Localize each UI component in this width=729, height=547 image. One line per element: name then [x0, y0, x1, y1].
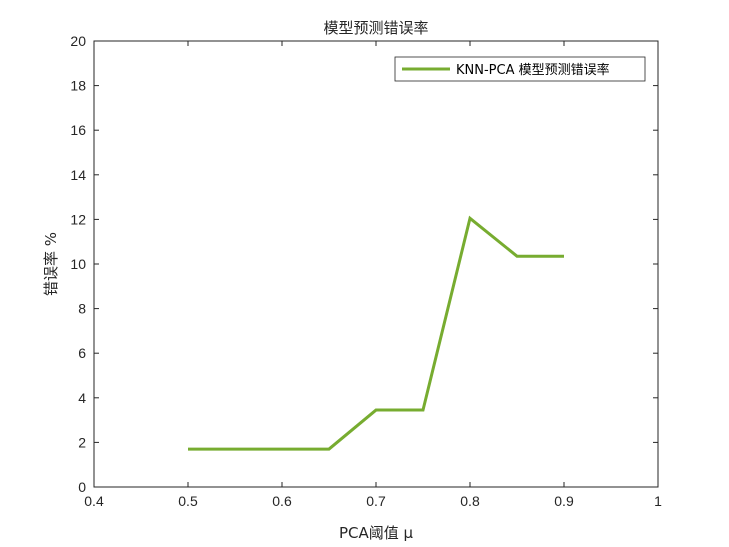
chart-title: 模型预测错误率	[323, 19, 428, 37]
y-tick-label: 18	[70, 78, 86, 94]
x-tick-label: 0.5	[178, 493, 198, 509]
plot-area	[93, 40, 659, 488]
x-axis-label: PCA阈值 μ	[339, 524, 414, 542]
x-tick-label: 1	[654, 493, 662, 509]
x-tick-label: 0.9	[554, 493, 574, 509]
legend-label: KNN-PCA 模型预测错误率	[456, 62, 610, 78]
y-tick-label: 2	[78, 434, 86, 450]
y-tick-label: 4	[78, 390, 86, 406]
y-tick-label: 10	[70, 256, 86, 272]
x-tick-label: 0.7	[366, 493, 386, 509]
y-axis: 0 2 4 6 8 10 12 14 16 18 20	[70, 33, 658, 495]
y-tick-label: 0	[78, 479, 86, 495]
x-tick-label: 0.6	[272, 493, 292, 509]
y-tick-label: 6	[78, 345, 86, 361]
y-tick-label: 20	[70, 33, 86, 49]
y-axis-label: 错误率 %	[42, 232, 60, 296]
x-tick-label: 0.8	[460, 493, 480, 509]
y-tick-label: 14	[70, 167, 86, 183]
y-tick-label: 8	[78, 301, 86, 317]
y-tick-label: 12	[70, 211, 86, 227]
y-tick-label: 16	[70, 122, 86, 138]
x-axis: 0.4 0.5 0.6 0.7 0.8 0.9 1	[84, 41, 662, 509]
x-tick-label: 0.4	[84, 493, 104, 509]
series-group	[187, 215, 565, 451]
legend: KNN-PCA 模型预测错误率	[394, 56, 646, 82]
